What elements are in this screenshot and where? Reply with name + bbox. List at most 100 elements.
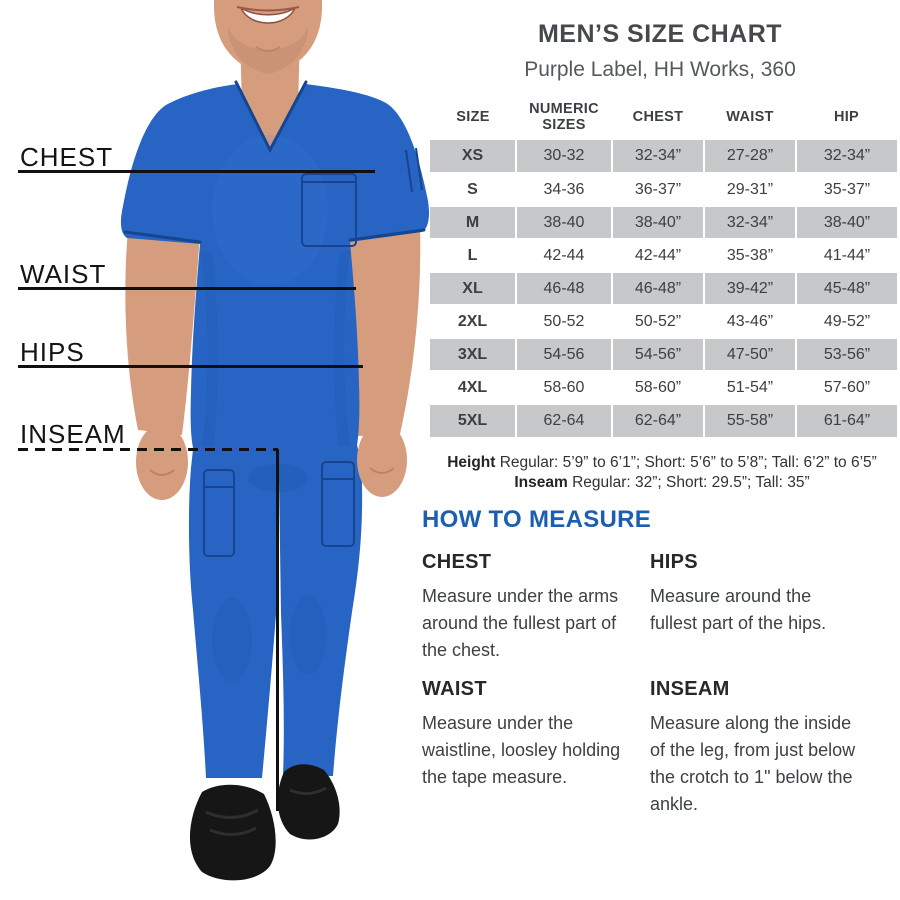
value-cell: 58-60” <box>611 371 704 404</box>
table-row: 2XL 50-52 50-52” 43-46” 49-52” <box>430 305 897 338</box>
right-shoe <box>277 764 340 840</box>
measure-item-title: INSEAM <box>650 678 730 700</box>
table-row: L 42-44 42-44” 35-38” 41-44” <box>430 239 897 272</box>
table-header-row: SIZE NUMERIC SIZES CHEST WAIST HIP <box>430 94 897 140</box>
col-header-size: SIZE <box>456 109 490 125</box>
page-title: MEN’S SIZE CHART <box>537 20 783 48</box>
face <box>214 0 322 76</box>
scrub-top <box>120 84 430 452</box>
value-cell: 57-60” <box>795 371 897 404</box>
value-cell: 50-52 <box>515 305 612 338</box>
size-cell: M <box>465 213 480 231</box>
measure-item-text: Measure under the arms around the fulles… <box>422 586 619 660</box>
left-shoe <box>189 784 276 881</box>
value-cell: 32-34” <box>703 206 796 239</box>
inseam-vertical-line <box>276 449 279 811</box>
measure-item-hips: HIPS Measure around the fullest part of … <box>650 551 858 637</box>
table-row: XL 46-48 46-48” 39-42” 45-48” <box>430 272 897 305</box>
table-row: 5XL 62-64 62-64” 55-58” 61-64” <box>430 404 897 437</box>
value-cell: 43-46” <box>703 305 796 338</box>
measure-item-text: Measure under the waistline, loosley hol… <box>422 713 621 787</box>
height-note: Height Regular: 5’9” to 6’1”; Short: 5’6… <box>447 454 877 471</box>
value-cell: 39-42” <box>703 272 796 305</box>
value-cell: 51-54” <box>703 371 796 404</box>
inseam-note: Inseam Regular: 32”; Short: 29.5”; Tall:… <box>514 474 810 491</box>
value-cell: 30-32 <box>515 140 612 173</box>
value-cell: 53-56” <box>795 338 897 371</box>
value-cell: 36-37” <box>611 173 704 206</box>
scrub-pants <box>188 440 363 778</box>
col-header-numeric: NUMERIC SIZES <box>529 101 599 133</box>
value-cell: 38-40” <box>795 206 897 239</box>
label-waist: WAIST <box>20 259 107 289</box>
measure-item-waist: WAIST Measure under the waistline, loosl… <box>422 678 627 791</box>
fit-notes: Height Regular: 5’9” to 6’1”; Short: 5’6… <box>412 453 900 493</box>
value-cell: 32-34” <box>795 140 897 173</box>
value-cell: 41-44” <box>795 239 897 272</box>
arms <box>125 210 421 500</box>
value-cell: 42-44” <box>611 239 704 272</box>
value-cell: 35-37” <box>795 173 897 206</box>
cargo-pocket-stitching <box>203 461 355 557</box>
value-cell: 47-50” <box>703 338 796 371</box>
value-cell: 32-34” <box>611 140 704 173</box>
measure-item-title: HIPS <box>650 551 698 573</box>
value-cell: 62-64 <box>515 404 612 437</box>
hips-line <box>18 365 363 368</box>
size-cell: 4XL <box>457 378 488 396</box>
value-cell: 45-48” <box>795 272 897 305</box>
label-chest: CHEST <box>20 142 114 172</box>
sleeve-pen-pocket <box>405 147 423 193</box>
label-hips: HIPS <box>20 337 85 367</box>
value-cell: 46-48 <box>515 272 612 305</box>
size-table: SIZE NUMERIC SIZES CHEST WAIST HIP XS 30-… <box>430 94 897 437</box>
value-cell: 46-48” <box>611 272 704 305</box>
value-cell: 54-56” <box>611 338 704 371</box>
size-cell: L <box>467 246 478 264</box>
size-cell: XS <box>461 147 484 164</box>
measure-item-title: CHEST <box>422 551 492 573</box>
value-cell: 29-31” <box>703 173 796 206</box>
waist-line <box>18 287 356 290</box>
page-subtitle: Purple Label, HH Works, 360 <box>524 58 796 81</box>
how-to-measure-heading: HOW TO MEASURE <box>422 506 652 533</box>
inseam-line <box>18 448 278 451</box>
size-cell: XL <box>462 279 483 297</box>
value-cell: 62-64” <box>611 404 704 437</box>
value-cell: 34-36 <box>515 173 612 206</box>
value-cell: 38-40 <box>515 206 612 239</box>
col-header-chest: CHEST <box>632 109 684 125</box>
col-header-hip: HIP <box>833 109 860 125</box>
collar-seam <box>234 80 308 154</box>
chest-line <box>18 170 375 173</box>
table-row: S 34-36 36-37” 29-31” 35-37” <box>430 173 897 206</box>
value-cell: 61-64” <box>795 404 897 437</box>
value-cell: 55-58” <box>703 404 796 437</box>
value-cell: 35-38” <box>703 239 796 272</box>
measure-item-inseam: INSEAM Measure along the inside of the l… <box>650 678 862 818</box>
size-table-body: XS 30-32 32-34” 27-28” 32-34” S 34-36 36-37” 29-… <box>430 140 897 437</box>
value-cell: 27-28” <box>703 140 796 173</box>
col-header-waist: WAIST <box>726 109 774 125</box>
measure-item-chest: CHEST Measure under the arms around the … <box>422 551 627 664</box>
size-cell: S <box>467 180 478 198</box>
model-photo <box>120 0 430 881</box>
measure-item-title: WAIST <box>422 678 487 700</box>
table-row: XS 30-32 32-34” 27-28” 32-34” <box>430 140 897 173</box>
table-row: 3XL 54-56 54-56” 47-50” 53-56” <box>430 338 897 371</box>
value-cell: 50-52” <box>611 305 704 338</box>
measure-item-text: Measure around the fullest part of the h… <box>650 586 827 633</box>
table-row: 4XL 58-60 58-60” 51-54” 57-60” <box>430 371 897 404</box>
value-cell: 42-44 <box>515 239 612 272</box>
value-cell: 49-52” <box>795 305 897 338</box>
label-inseam: INSEAM <box>20 419 126 449</box>
chart-header: MEN’S SIZE CHART Purple Label, HH Works,… <box>425 20 895 82</box>
table-row: M 38-40 38-40” 32-34” 38-40” <box>430 206 897 239</box>
size-cell: 5XL <box>457 412 488 429</box>
chest-pocket <box>301 173 357 247</box>
value-cell: 54-56 <box>515 338 612 371</box>
size-cell: 3XL <box>457 345 488 363</box>
value-cell: 38-40” <box>611 206 704 239</box>
measure-item-text: Measure along the inside of the leg, fro… <box>650 713 856 814</box>
size-cell: 2XL <box>457 312 488 330</box>
